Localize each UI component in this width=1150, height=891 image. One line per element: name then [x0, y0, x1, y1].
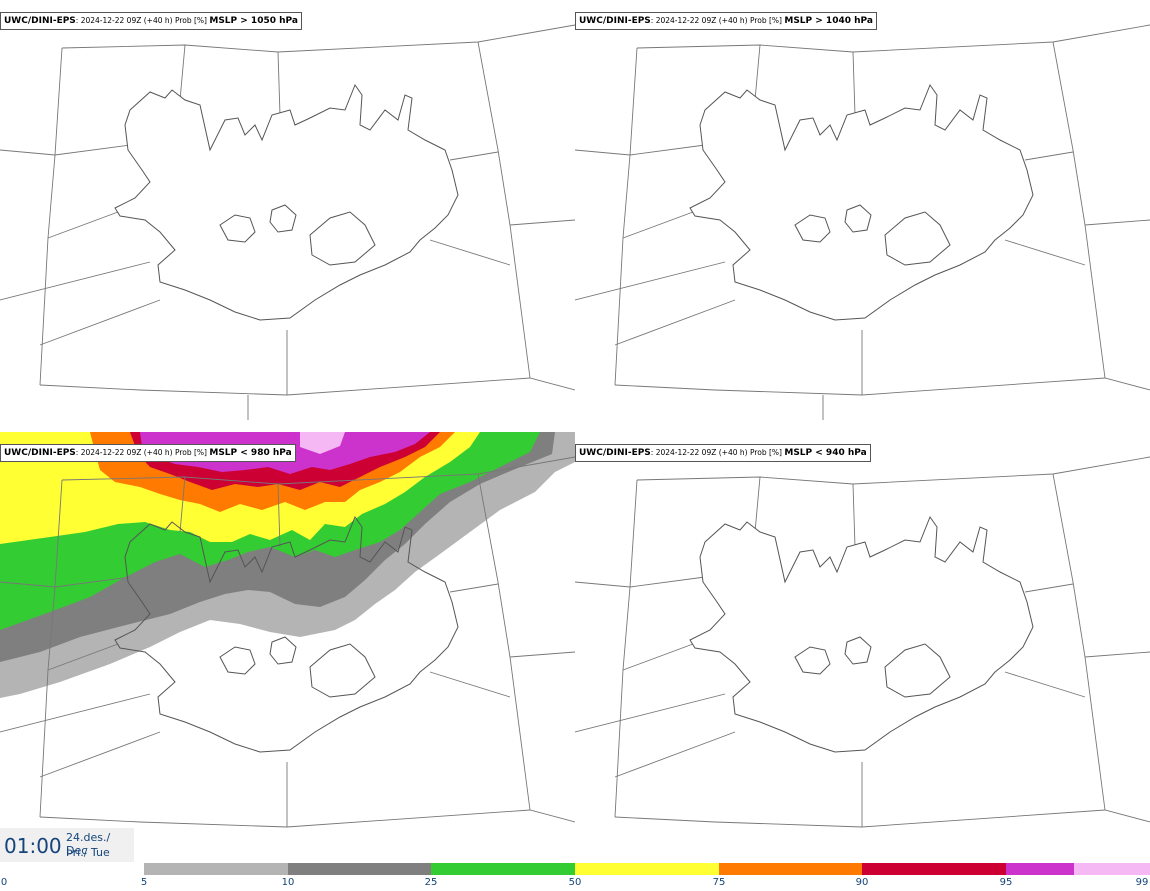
- colorbar-tick: 90: [855, 877, 869, 888]
- colorbar-swatch-75-90: [719, 863, 862, 875]
- colorbar-swatch-99-100: [1074, 863, 1150, 875]
- valid-time-box: 01:00 24.des./ Dec Þri./ Tue: [0, 828, 134, 862]
- colorbar-tick: 0: [0, 877, 8, 888]
- map-panel-mslp-lt-980: UWC/DINI-EPS: 2024-12-22 09Z (+40 h) Pro…: [0, 432, 575, 864]
- colorbar-tick: 50: [568, 877, 582, 888]
- colorbar-tick: 25: [424, 877, 438, 888]
- iceland-map: [0, 432, 575, 828]
- colorbar-swatch-25-50: [431, 863, 575, 875]
- colorbar-tick: 10: [281, 877, 295, 888]
- colorbar-swatch-90-95: [862, 863, 1006, 875]
- valid-date-line1: 24.des./ Dec: [66, 831, 111, 857]
- colorbar-tick: 5: [140, 877, 148, 888]
- iceland-coastline: [114, 515, 459, 753]
- valid-date-line2: Þri./ Tue: [66, 846, 110, 859]
- iceland-coastline: [114, 83, 459, 321]
- panel-title: UWC/DINI-EPS: 2024-12-22 09Z (+40 h) Pro…: [575, 444, 871, 462]
- glaciers: [794, 636, 951, 698]
- region-boundaries: [0, 456, 575, 828]
- map-panel-mslp-gt-1050: UWC/DINI-EPS: 2024-12-22 09Z (+40 h) Pro…: [0, 0, 575, 432]
- panel-title: UWC/DINI-EPS: 2024-12-22 09Z (+40 h) Pro…: [0, 444, 296, 462]
- glaciers: [219, 204, 376, 266]
- prob-band-99-100: [300, 432, 345, 454]
- region-boundaries: [575, 24, 1150, 420]
- iceland-coastline: [689, 515, 1034, 753]
- map-panel-mslp-gt-1040: UWC/DINI-EPS: 2024-12-22 09Z (+40 h) Pro…: [575, 0, 1150, 432]
- iceland-map: [575, 24, 1150, 420]
- colorbar-tick: 95: [999, 877, 1013, 888]
- colorbar-tick: 99: [1135, 877, 1149, 888]
- colorbar-swatch-10-25: [288, 863, 431, 875]
- iceland-map: [0, 24, 575, 420]
- probability-field: [0, 432, 575, 698]
- panel-title: UWC/DINI-EPS: 2024-12-22 09Z (+40 h) Pro…: [575, 12, 877, 30]
- colorbar-tick: 75: [712, 877, 726, 888]
- colorbar-swatch-5-10: [144, 863, 288, 875]
- iceland-coastline: [689, 83, 1034, 321]
- valid-time-clock: 01:00: [4, 834, 62, 858]
- colorbar-swatch-50-75: [575, 863, 719, 875]
- colorbar-swatch-95-99: [1006, 863, 1074, 875]
- iceland-map: [575, 456, 1150, 828]
- panel-title: UWC/DINI-EPS: 2024-12-22 09Z (+40 h) Pro…: [0, 12, 302, 30]
- map-panel-mslp-lt-940: UWC/DINI-EPS: 2024-12-22 09Z (+40 h) Pro…: [575, 432, 1150, 864]
- glaciers: [794, 204, 951, 266]
- region-boundaries: [0, 24, 575, 420]
- region-boundaries: [575, 456, 1150, 828]
